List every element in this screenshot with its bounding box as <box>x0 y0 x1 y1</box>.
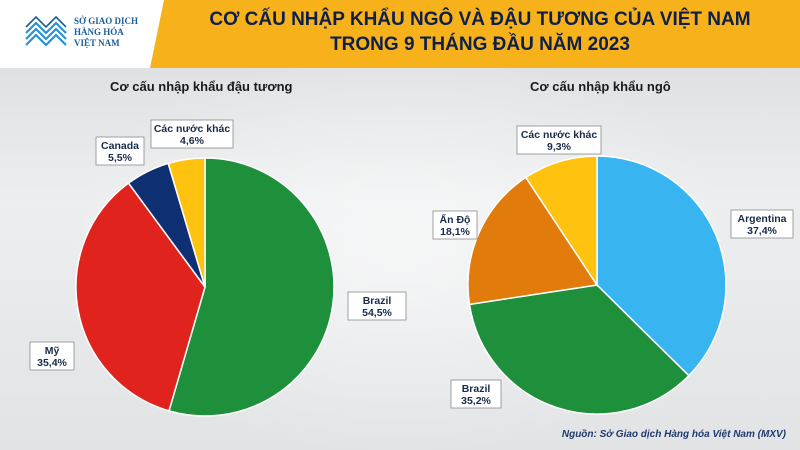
soybean-slice-0 <box>168 157 335 417</box>
corn-slice-value-3: 9,3% <box>547 141 572 153</box>
soybean-label-box-3 <box>150 119 234 149</box>
corn-label-box-3 <box>516 125 602 155</box>
corn-chart-title: Cơ cấu nhập khẩu ngô <box>530 79 671 94</box>
corn-label-box-1 <box>450 379 502 409</box>
corn-slice-3 <box>524 155 598 288</box>
soybean-slice-name-0: Brazil <box>363 295 392 307</box>
source-note: Nguồn: Sở Giao dịch Hàng hóa Việt Nam (M… <box>561 429 786 440</box>
soybean-label-box-0 <box>347 291 407 321</box>
title-line-2: TRONG 9 THÁNG ĐẦU NĂM 2023 <box>330 34 630 55</box>
corn-slice-name-3: Các nước khác <box>521 129 598 141</box>
soybean-slice-value-1: 35,4% <box>37 357 67 369</box>
corn-slice-name-0: Argentina <box>737 213 786 225</box>
header: SỞ GIAO DỊCH HÀNG HÓA VIỆT NAM CƠ CẤU NH… <box>0 0 800 68</box>
header-bar <box>150 0 800 68</box>
corn-slice-1 <box>468 284 690 415</box>
mxv-logo: SỞ GIAO DỊCH HÀNG HÓA VIỆT NAM <box>24 8 174 60</box>
page-title: CƠ CẤU NHẬP KHẨU NGÔ VÀ ĐẬU TƯƠNG CỦA VI… <box>160 7 800 57</box>
soybean-slice-value-3: 4,6% <box>180 135 205 147</box>
soybean-slice-name-1: Mỹ <box>45 345 60 357</box>
soybean-label-box-2 <box>95 136 145 166</box>
soybean-slice-value-0: 54,5% <box>362 307 392 319</box>
logo-line-2: HÀNG HÓA <box>74 27 124 37</box>
logo-line-1: SỞ GIAO DỊCH <box>74 16 139 26</box>
soybean-slice-value-2: 5,5% <box>108 152 133 164</box>
corn-slice-value-2: 18,1% <box>440 226 470 238</box>
soybean-slice-3 <box>167 157 206 288</box>
corn-slice-2 <box>467 176 599 306</box>
corn-slice-name-1: Brazil <box>462 383 491 395</box>
soybean-slice-1 <box>75 182 206 412</box>
mxv-logo-icon <box>25 15 67 47</box>
soybean-slice-name-3: Các nước khác <box>154 123 231 135</box>
soybean-chart-title: Cơ cấu nhập khẩu đậu tương <box>110 79 293 94</box>
corn-slice-value-0: 37,4% <box>747 225 777 237</box>
corn-label-box-2 <box>432 210 478 240</box>
corn-slice-0 <box>596 155 727 377</box>
soybean-label-box-1 <box>29 341 75 371</box>
soybean-slice-name-2: Canada <box>101 140 139 152</box>
corn-label-box-0 <box>730 209 794 239</box>
title-line-1: CƠ CẤU NHẬP KHẨU NGÔ VÀ ĐẬU TƯƠNG CỦA VI… <box>209 9 751 30</box>
corn-slice-name-2: Ấn Độ <box>440 213 471 226</box>
logo-line-3: VIỆT NAM <box>74 38 120 48</box>
soybean-pie <box>75 157 335 417</box>
corn-pie <box>467 155 727 415</box>
corn-slice-value-1: 35,2% <box>461 395 491 407</box>
